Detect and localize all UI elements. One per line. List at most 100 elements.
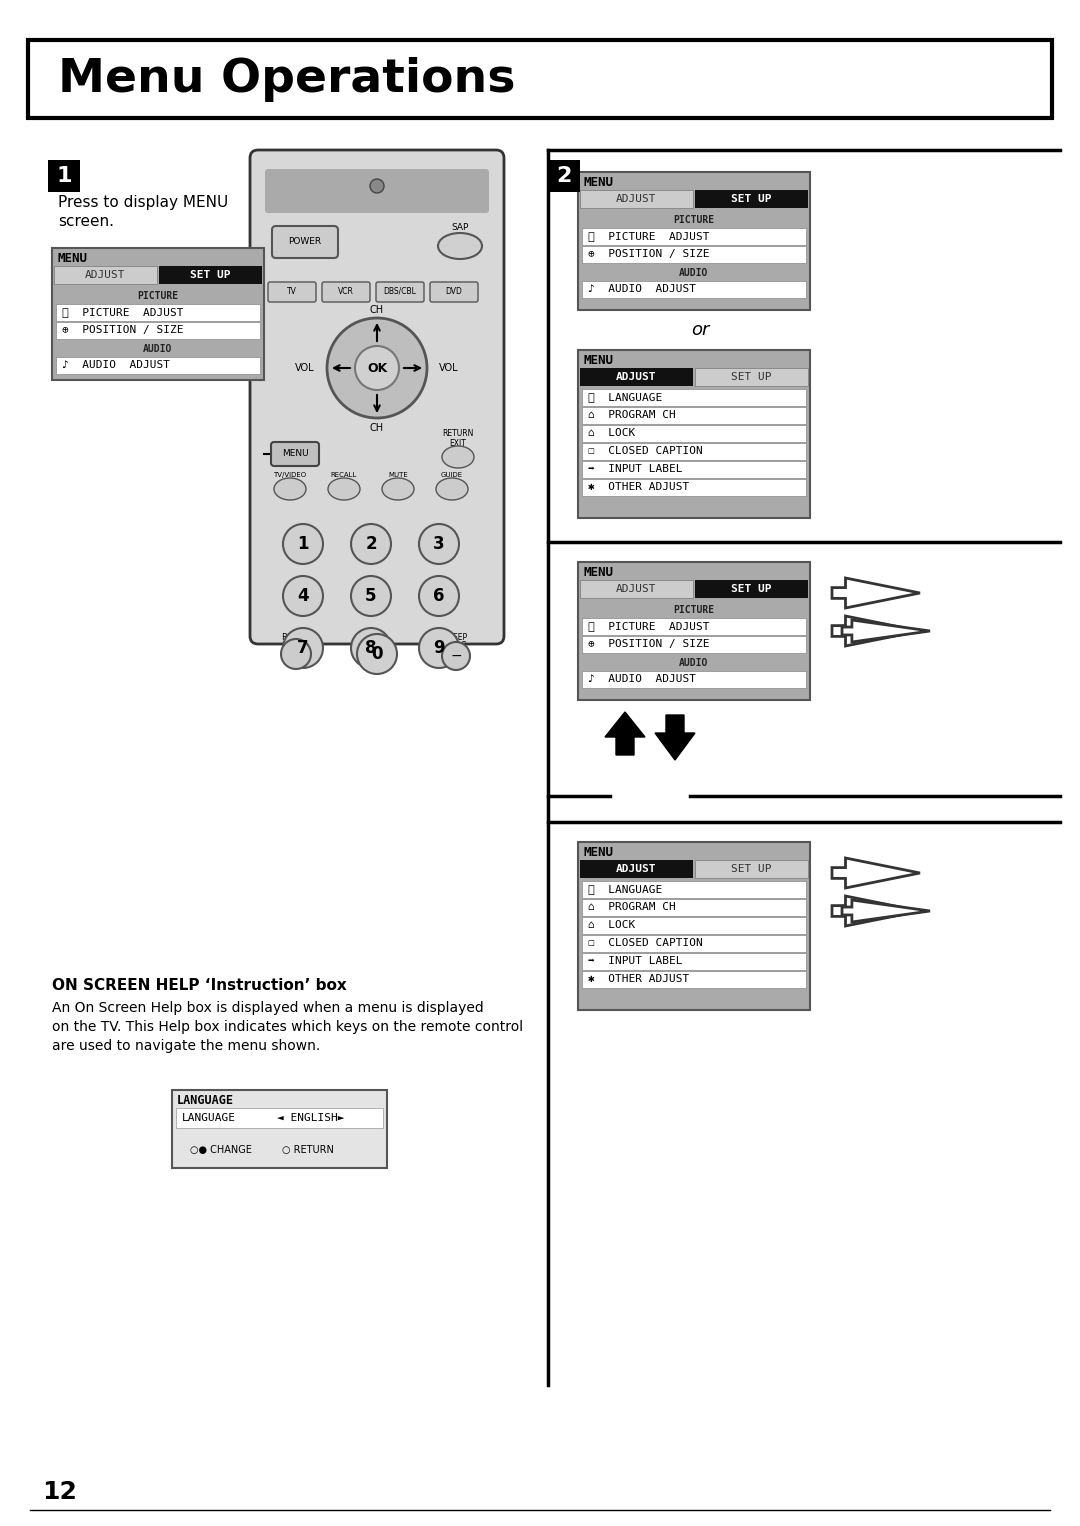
- Bar: [582, 971, 806, 987]
- Text: PICTURE: PICTURE: [674, 215, 715, 224]
- Text: ♪  AUDIO  ADJUST: ♪ AUDIO ADJUST: [62, 360, 170, 369]
- Text: Press to display MENU: Press to display MENU: [58, 194, 228, 209]
- Bar: [580, 580, 693, 598]
- Text: RETURN: RETURN: [443, 429, 474, 438]
- Bar: [582, 443, 806, 459]
- Ellipse shape: [438, 233, 482, 259]
- Text: on the TV. This Help box indicates which keys on the remote control: on the TV. This Help box indicates which…: [52, 1019, 523, 1035]
- Text: 2: 2: [365, 536, 377, 552]
- Text: ♪  AUDIO  ADJUST: ♪ AUDIO ADJUST: [588, 284, 696, 295]
- Text: screen.: screen.: [58, 215, 114, 229]
- Polygon shape: [605, 713, 645, 755]
- Text: MUTE: MUTE: [388, 472, 408, 478]
- Circle shape: [283, 629, 323, 668]
- Text: ✱  OTHER ADJUST: ✱ OTHER ADJUST: [588, 482, 689, 491]
- FancyBboxPatch shape: [265, 169, 489, 214]
- Text: LANGUAGE: LANGUAGE: [183, 1112, 237, 1123]
- Text: 1: 1: [297, 536, 309, 552]
- Text: 5: 5: [365, 588, 377, 604]
- Text: ADJUST: ADJUST: [616, 584, 657, 594]
- Text: SAP: SAP: [451, 223, 469, 232]
- Bar: [56, 322, 260, 339]
- Text: 2: 2: [556, 166, 571, 186]
- Text: ◄ ENGLISH►: ◄ ENGLISH►: [276, 1112, 345, 1123]
- Text: LANGUAGE: LANGUAGE: [177, 1094, 234, 1108]
- Bar: [28, 40, 1052, 118]
- Polygon shape: [842, 900, 930, 922]
- Text: CH: CH: [370, 305, 384, 314]
- Text: MENU: MENU: [58, 252, 87, 264]
- Bar: [582, 671, 806, 688]
- Polygon shape: [654, 716, 696, 760]
- Text: SET UP: SET UP: [731, 194, 771, 204]
- Text: OK: OK: [367, 362, 387, 374]
- FancyBboxPatch shape: [272, 226, 338, 258]
- FancyBboxPatch shape: [268, 282, 316, 302]
- Circle shape: [419, 523, 459, 565]
- Text: ON SCREEN HELP ‘Instruction’ box: ON SCREEN HELP ‘Instruction’ box: [52, 978, 347, 992]
- Text: ⚿  LANGUAGE: ⚿ LANGUAGE: [588, 884, 662, 894]
- Text: ⌂  PROGRAM CH: ⌂ PROGRAM CH: [588, 410, 676, 420]
- Bar: [580, 191, 693, 208]
- Text: ⎖  PICTURE  ADJUST: ⎖ PICTURE ADJUST: [62, 307, 184, 317]
- Text: 1: 1: [56, 166, 71, 186]
- Text: CH: CH: [370, 423, 384, 433]
- Bar: [56, 357, 260, 374]
- Text: AUDIO: AUDIO: [679, 658, 708, 668]
- Text: ➡  INPUT LABEL: ➡ INPUT LABEL: [588, 955, 683, 966]
- Text: RECALL: RECALL: [330, 472, 357, 478]
- Bar: [582, 899, 806, 916]
- Text: PICTURE: PICTURE: [674, 604, 715, 615]
- Text: ☐  CLOSED CAPTION: ☐ CLOSED CAPTION: [588, 446, 703, 456]
- Circle shape: [442, 642, 470, 670]
- Ellipse shape: [382, 478, 414, 501]
- Ellipse shape: [328, 478, 360, 501]
- Text: 0: 0: [372, 645, 382, 662]
- Bar: [582, 246, 806, 262]
- Bar: [172, 1090, 387, 1167]
- Text: SET UP: SET UP: [731, 584, 771, 594]
- Text: −: −: [450, 649, 462, 662]
- Text: ⎖  PICTURE  ADJUST: ⎖ PICTURE ADJUST: [588, 621, 710, 630]
- Text: PICTURE: PICTURE: [137, 291, 178, 301]
- Text: MENU: MENU: [584, 354, 615, 366]
- Text: 3: 3: [433, 536, 445, 552]
- Bar: [578, 842, 810, 1010]
- Text: 6: 6: [433, 588, 445, 604]
- Bar: [582, 389, 806, 406]
- Text: DBS/CBL: DBS/CBL: [383, 287, 417, 296]
- Text: SLEEP: SLEEP: [445, 632, 468, 641]
- Text: or: or: [691, 320, 710, 339]
- Text: ☐  CLOSED CAPTION: ☐ CLOSED CAPTION: [588, 938, 703, 948]
- Bar: [52, 249, 264, 380]
- Bar: [48, 160, 80, 192]
- Text: ➡  INPUT LABEL: ➡ INPUT LABEL: [588, 464, 683, 475]
- Circle shape: [419, 629, 459, 668]
- Bar: [580, 368, 693, 386]
- FancyBboxPatch shape: [322, 282, 370, 302]
- FancyBboxPatch shape: [249, 150, 504, 644]
- Circle shape: [351, 575, 391, 617]
- Text: VOL: VOL: [438, 363, 459, 372]
- Text: ADJUST: ADJUST: [616, 864, 657, 874]
- Circle shape: [283, 575, 323, 617]
- Text: MENU: MENU: [282, 450, 308, 458]
- Text: SET UP: SET UP: [731, 864, 771, 874]
- Bar: [696, 191, 808, 208]
- Bar: [578, 172, 810, 310]
- Text: 7: 7: [297, 639, 309, 658]
- Text: ♪  AUDIO  ADJUST: ♪ AUDIO ADJUST: [588, 674, 696, 684]
- Bar: [582, 479, 806, 496]
- Bar: [159, 266, 262, 284]
- Bar: [582, 618, 806, 635]
- Text: 8: 8: [365, 639, 377, 658]
- FancyBboxPatch shape: [430, 282, 478, 302]
- Text: 4: 4: [297, 588, 309, 604]
- Text: are used to navigate the menu shown.: are used to navigate the menu shown.: [52, 1039, 321, 1053]
- Text: ⊕  POSITION / SIZE: ⊕ POSITION / SIZE: [588, 639, 710, 649]
- Ellipse shape: [436, 478, 468, 501]
- Text: ○ RETURN: ○ RETURN: [282, 1144, 334, 1155]
- FancyBboxPatch shape: [376, 282, 424, 302]
- Circle shape: [327, 317, 427, 418]
- FancyBboxPatch shape: [271, 443, 319, 465]
